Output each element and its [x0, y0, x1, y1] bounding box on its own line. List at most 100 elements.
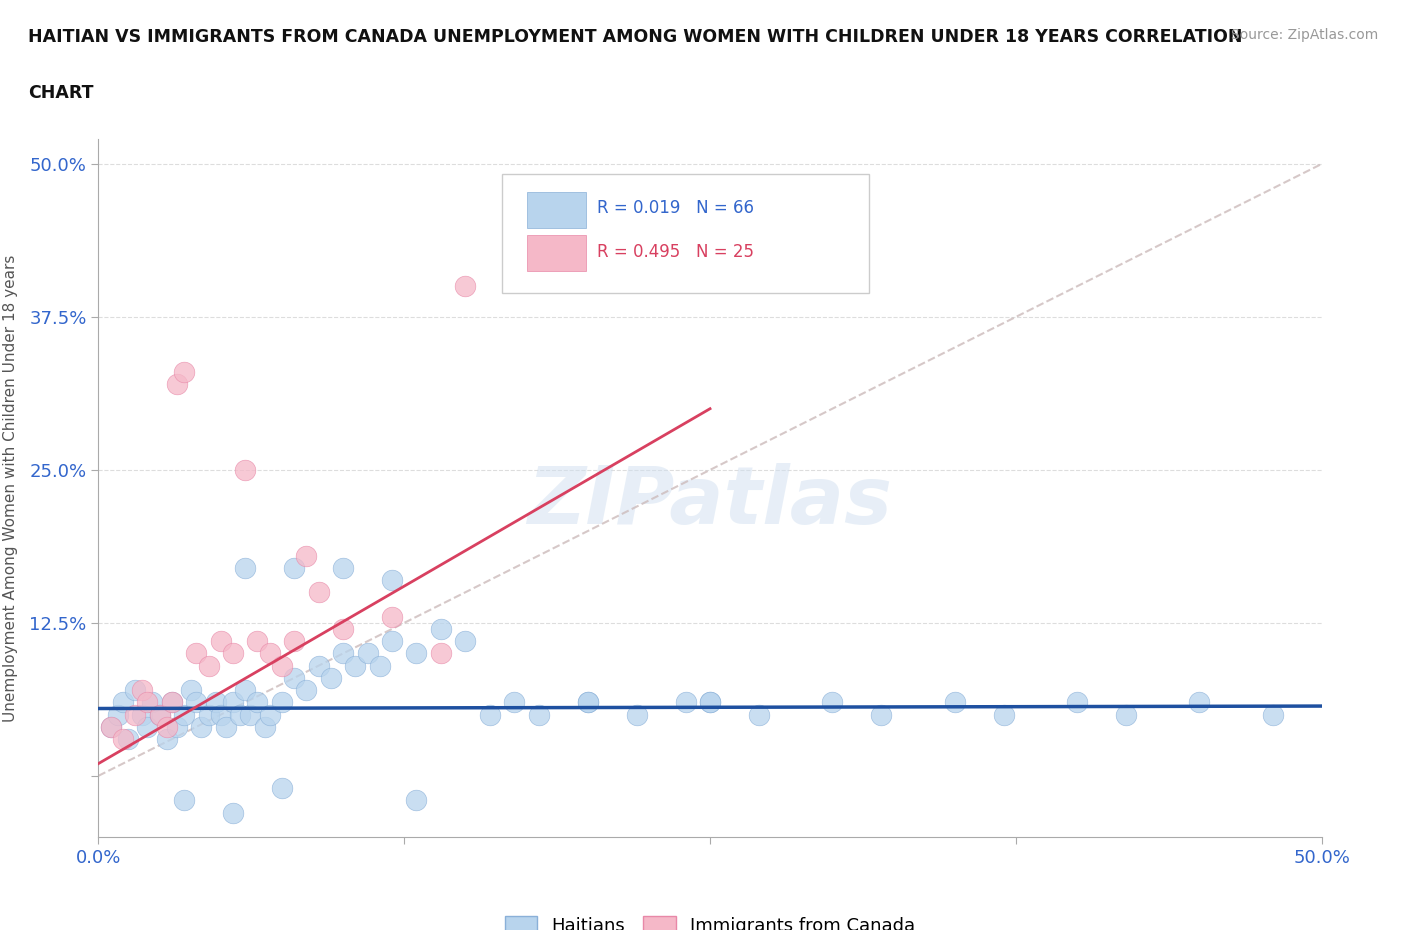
Point — [270, 658, 294, 673]
Point — [381, 633, 404, 648]
Point — [197, 658, 219, 673]
Point — [1188, 695, 1211, 710]
Point — [478, 707, 501, 722]
Point — [156, 720, 179, 735]
Point — [239, 707, 262, 722]
Text: R = 0.495   N = 25: R = 0.495 N = 25 — [598, 244, 755, 261]
Point — [295, 548, 318, 563]
Text: CHART: CHART — [28, 84, 94, 101]
Point — [214, 720, 236, 735]
Point — [131, 707, 153, 722]
Point — [748, 707, 770, 722]
Point — [160, 695, 183, 710]
Point — [993, 707, 1015, 722]
Point — [675, 695, 697, 710]
Point — [160, 695, 183, 710]
Point — [503, 695, 526, 710]
Point — [332, 646, 354, 661]
Text: HAITIAN VS IMMIGRANTS FROM CANADA UNEMPLOYMENT AMONG WOMEN WITH CHILDREN UNDER 1: HAITIAN VS IMMIGRANTS FROM CANADA UNEMPL… — [28, 28, 1243, 46]
Point — [821, 695, 844, 710]
Point — [111, 695, 134, 710]
Point — [149, 707, 172, 722]
Point — [319, 671, 342, 685]
Point — [124, 683, 146, 698]
Legend: Haitians, Immigrants from Canada: Haitians, Immigrants from Canada — [498, 909, 922, 930]
Point — [943, 695, 966, 710]
Point — [283, 633, 305, 648]
Point — [136, 720, 159, 735]
Point — [381, 573, 404, 588]
Point — [576, 695, 599, 710]
Point — [186, 695, 208, 710]
Point — [870, 707, 893, 722]
Point — [430, 646, 453, 661]
Point — [259, 646, 281, 661]
Point — [173, 707, 195, 722]
Point — [356, 646, 378, 661]
Point — [107, 707, 129, 722]
Point — [405, 793, 427, 808]
Point — [166, 720, 188, 735]
Point — [209, 633, 232, 648]
Point — [197, 707, 219, 722]
Point — [111, 732, 134, 747]
Point — [100, 720, 122, 735]
Point — [205, 695, 228, 710]
Point — [233, 683, 256, 698]
Point — [124, 707, 146, 722]
Point — [308, 658, 330, 673]
Point — [166, 377, 188, 392]
Point — [229, 707, 252, 722]
Point — [270, 695, 294, 710]
Point — [156, 732, 179, 747]
Point — [100, 720, 122, 735]
Point — [222, 805, 245, 820]
Point — [283, 671, 305, 685]
Point — [246, 633, 269, 648]
Point — [222, 646, 245, 661]
Text: ZIPatlas: ZIPatlas — [527, 463, 893, 541]
Point — [405, 646, 427, 661]
FancyBboxPatch shape — [527, 235, 586, 272]
Point — [576, 695, 599, 710]
Point — [186, 646, 208, 661]
Point — [233, 561, 256, 576]
Point — [699, 695, 721, 710]
Point — [1261, 707, 1284, 722]
Point — [308, 585, 330, 600]
Point — [344, 658, 367, 673]
FancyBboxPatch shape — [502, 175, 869, 293]
Point — [136, 695, 159, 710]
Point — [626, 707, 648, 722]
Point — [173, 365, 195, 379]
Point — [209, 707, 232, 722]
FancyBboxPatch shape — [527, 192, 586, 228]
Point — [454, 279, 477, 294]
Point — [332, 561, 354, 576]
Point — [259, 707, 281, 722]
Point — [368, 658, 391, 673]
Point — [222, 695, 245, 710]
Text: R = 0.019   N = 66: R = 0.019 N = 66 — [598, 199, 755, 217]
Y-axis label: Unemployment Among Women with Children Under 18 years: Unemployment Among Women with Children U… — [3, 255, 18, 722]
Point — [430, 621, 453, 636]
Point — [149, 707, 172, 722]
Point — [283, 561, 305, 576]
Point — [131, 683, 153, 698]
Point — [117, 732, 139, 747]
Point — [180, 683, 202, 698]
Text: Source: ZipAtlas.com: Source: ZipAtlas.com — [1230, 28, 1378, 42]
Point — [454, 633, 477, 648]
Point — [233, 462, 256, 477]
Point — [190, 720, 212, 735]
Point — [270, 780, 294, 795]
Point — [381, 609, 404, 624]
Point — [1066, 695, 1088, 710]
Point — [246, 695, 269, 710]
Point — [295, 683, 318, 698]
Point — [527, 707, 550, 722]
Point — [141, 695, 163, 710]
Point — [332, 621, 354, 636]
Point — [253, 720, 276, 735]
Point — [699, 695, 721, 710]
